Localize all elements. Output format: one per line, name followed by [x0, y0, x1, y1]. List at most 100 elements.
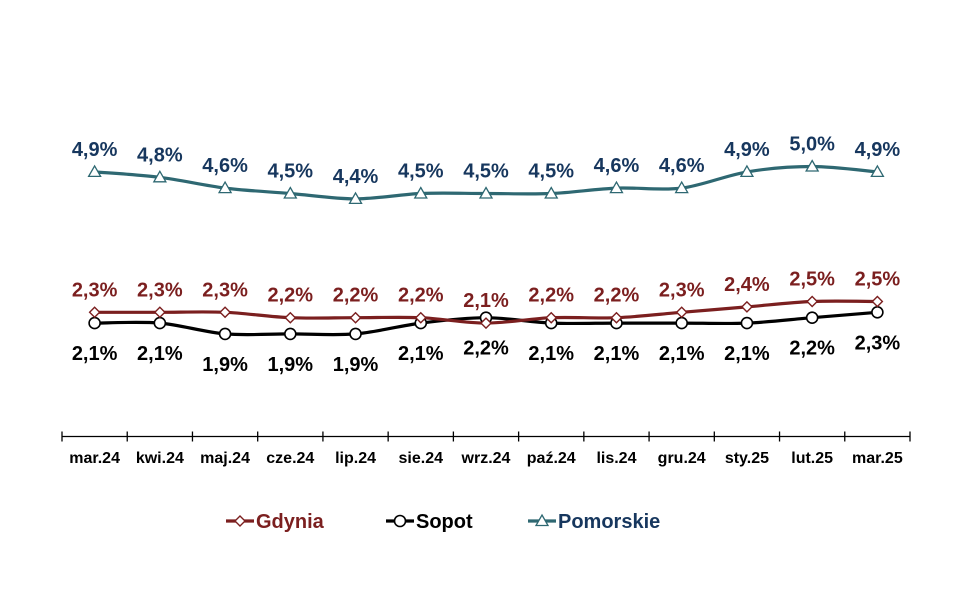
gdynia-data-label: 2,3%	[659, 279, 705, 301]
gdynia-point	[153, 306, 166, 319]
pomorskie-data-label: 4,8%	[137, 144, 183, 166]
sopot-point	[88, 316, 101, 330]
pomorskie-data-label: 4,9%	[72, 139, 118, 161]
legend-item-gdynia: Gdynia	[226, 511, 325, 533]
pomorskie-data-label: 4,5%	[398, 161, 444, 183]
sopot-data-label: 2,2%	[463, 338, 509, 360]
sopot-data-label: 2,1%	[659, 343, 705, 365]
legend-label-sopot: Sopot	[416, 511, 473, 533]
sopot-point	[805, 311, 819, 325]
x-tick-label: gru.24	[658, 450, 706, 467]
sopot-point	[284, 327, 297, 341]
pomorskie-data-label: 4,9%	[724, 139, 770, 161]
sopot-point	[153, 316, 167, 330]
pomorskie-point	[348, 191, 363, 205]
series-markers	[87, 159, 885, 341]
pomorskie-data-label: 4,6%	[594, 155, 640, 177]
x-tick-label: sie.24	[399, 450, 444, 467]
pomorskie-point	[283, 186, 298, 199]
pomorskie-point	[609, 180, 624, 194]
gdynia-data-label: 2,2%	[528, 285, 574, 307]
sopot-point	[675, 316, 688, 330]
x-tick-label: maj.24	[200, 450, 250, 467]
sopot-data-label: 1,9%	[202, 354, 248, 376]
pomorskie-point	[805, 159, 820, 172]
gdynia-data-label: 2,2%	[268, 285, 314, 307]
x-tick-label: sty.25	[725, 450, 769, 467]
gdynia-point	[740, 300, 753, 313]
sopot-point	[871, 305, 884, 319]
pomorskie-data-label: 4,5%	[463, 161, 509, 183]
pomorskie-data-label: 4,4%	[333, 166, 379, 188]
sopot-data-label: 2,1%	[528, 343, 574, 365]
pomorskie-data-label: 4,6%	[202, 155, 248, 177]
x-tick-label: paź.24	[527, 450, 576, 467]
x-tick-label: lip.24	[335, 450, 376, 467]
gdynia-point	[610, 311, 623, 324]
data-labels: 2,3% 2,3% 2,3% 2,2% 2,2% 2,2% 2,1% 2,2% 2,2% 2,3%…	[72, 134, 901, 376]
gdynia-point	[806, 295, 819, 308]
sopot-data-label: 2,1%	[398, 343, 444, 365]
sopot-data-label: 2,1%	[594, 343, 640, 365]
sopot-data-label: 1,9%	[333, 354, 379, 376]
gdynia-point	[88, 306, 101, 319]
legend-diamond-marker	[234, 515, 246, 527]
legend-label-pomorskie: Pomorskie	[558, 511, 660, 533]
x-tick-label: lut.25	[791, 450, 833, 467]
legend-item-sopot: Sopot	[386, 511, 473, 533]
pomorskie-data-label: 4,9%	[855, 139, 901, 161]
gdynia-data-label: 2,2%	[594, 285, 640, 307]
gdynia-point	[219, 306, 232, 319]
pomorskie-point	[739, 164, 755, 178]
sopot-data-label: 2,3%	[855, 332, 901, 354]
sopot-data-label: 2,1%	[724, 343, 770, 365]
pomorskie-data-label: 4,6%	[659, 155, 705, 177]
pomorskie-point	[152, 169, 167, 183]
gdynia-data-label: 2,4%	[724, 274, 770, 296]
sopot-point	[218, 327, 232, 341]
legend-label-gdynia: Gdynia	[256, 511, 325, 533]
x-tick-label: cze.24	[266, 450, 314, 467]
gdynia-point	[349, 311, 362, 324]
pomorskie-point	[217, 180, 233, 194]
gdynia-point	[675, 306, 688, 319]
gdynia-point	[871, 295, 884, 308]
gdynia-data-label: 2,3%	[202, 279, 248, 301]
gdynia-data-label: 2,2%	[333, 285, 379, 307]
gdynia-data-label: 2,5%	[855, 269, 901, 291]
gdynia-point	[480, 317, 492, 330]
pomorskie-data-label: 4,5%	[528, 161, 574, 183]
pomorskie-data-label: 4,5%	[268, 161, 314, 183]
sopot-data-label: 2,1%	[137, 343, 183, 365]
gdynia-point	[414, 311, 427, 324]
legend-item-pomorskie: Pomorskie	[528, 511, 660, 533]
x-tick-label: mar.25	[852, 450, 903, 467]
pomorskie-point	[478, 186, 494, 199]
sopot-data-label: 2,1%	[72, 343, 118, 365]
sopot-data-label: 2,2%	[789, 338, 835, 360]
pomorskie-point	[870, 164, 885, 178]
pomorskie-point	[674, 180, 689, 194]
x-tick-label: mar.24	[69, 450, 120, 467]
legend-triangle-marker	[534, 513, 550, 527]
gdynia-data-label: 2,3%	[137, 279, 183, 301]
gdynia-data-label: 2,5%	[789, 269, 835, 291]
sopot-data-label: 1,9%	[268, 354, 314, 376]
legend: Gdynia Sopot Pomorskie	[226, 511, 660, 533]
x-axis: mar.24 kwi.24 maj.24 cze.24 lip.24 sie.24 wrz.…	[61, 431, 911, 467]
x-tick-label: lis.24	[596, 450, 636, 467]
gdynia-data-label: 2,2%	[398, 285, 444, 307]
gdynia-point	[545, 311, 558, 324]
x-tick-label: kwi.24	[136, 450, 184, 467]
gdynia-data-label: 2,1%	[463, 290, 509, 312]
pomorskie-point	[544, 186, 559, 199]
sopot-point	[740, 316, 754, 330]
gdynia-point	[284, 311, 297, 324]
pomorskie-point	[413, 186, 428, 199]
pomorskie-point	[87, 164, 102, 178]
gdynia-data-label: 2,3%	[72, 279, 118, 301]
pomorskie-data-label: 5,0%	[789, 134, 835, 156]
legend-circle-marker	[393, 514, 407, 528]
x-tick-label: wrz.24	[461, 450, 511, 467]
